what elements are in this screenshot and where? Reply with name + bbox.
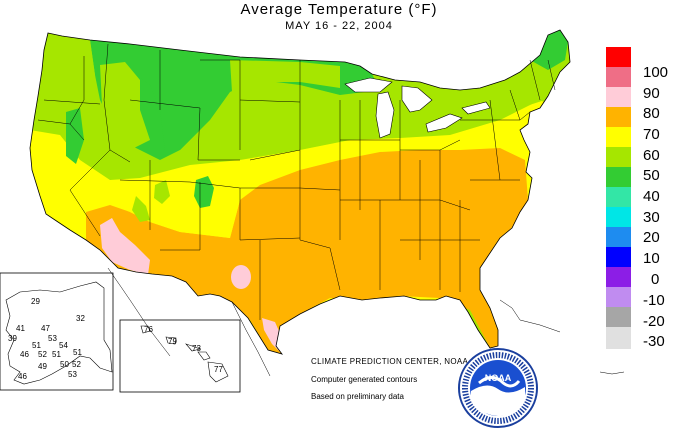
legend-swatch bbox=[606, 287, 631, 307]
ak-value: 41 bbox=[16, 324, 25, 333]
great-lakes bbox=[344, 77, 491, 139]
ak-value: 49 bbox=[38, 362, 47, 371]
legend-label: 50 bbox=[643, 167, 660, 184]
us-outline bbox=[29, 29, 571, 355]
ak-value: 29 bbox=[31, 297, 40, 306]
hi-value: 77 bbox=[214, 365, 223, 374]
legend-swatch bbox=[606, 187, 631, 207]
legend-label: 20 bbox=[643, 229, 660, 246]
ak-value: 46 bbox=[18, 372, 27, 381]
map-title: Average Temperature (°F) bbox=[240, 1, 438, 18]
credit-line-3: Based on preliminary data bbox=[311, 392, 404, 401]
ak-value: 52 bbox=[72, 360, 81, 369]
noaa-logo: NOAA bbox=[458, 348, 538, 428]
neighbor-coastlines bbox=[107, 267, 625, 377]
legend-label: 80 bbox=[643, 105, 660, 122]
hi-value: 79 bbox=[168, 337, 177, 346]
credit-center: CLIMATE PREDICTION CENTER, NOAA bbox=[311, 357, 469, 366]
legend-swatch bbox=[606, 47, 631, 67]
legend-label: 0 bbox=[651, 271, 660, 288]
ak-value: 51 bbox=[52, 350, 61, 359]
legend-swatch bbox=[606, 307, 631, 327]
ak-value: 53 bbox=[68, 370, 77, 379]
alaska-inset bbox=[0, 272, 114, 391]
ak-value: 51 bbox=[32, 341, 41, 350]
legend-label: 100 bbox=[643, 64, 669, 81]
legend-swatch bbox=[606, 167, 631, 187]
hi-value: 76 bbox=[144, 325, 153, 334]
legend-label: 10 bbox=[643, 250, 660, 267]
state-boundaries bbox=[37, 43, 556, 320]
legend-swatch bbox=[606, 267, 631, 287]
legend-label: -30 bbox=[643, 333, 665, 350]
ak-value: 32 bbox=[76, 314, 85, 323]
legend-swatch bbox=[606, 327, 631, 349]
ak-value: 47 bbox=[41, 324, 50, 333]
hawaii-values: 76 79 73 77 bbox=[144, 325, 223, 374]
ak-value: 53 bbox=[48, 334, 57, 343]
alaska-values: 29 32 41 47 53 39 51 54 46 52 51 51 49 5… bbox=[8, 297, 85, 381]
ak-value: 39 bbox=[8, 334, 17, 343]
legend-label: 90 bbox=[643, 85, 660, 102]
legend-swatch bbox=[606, 247, 631, 267]
ak-value: 50 bbox=[60, 360, 69, 369]
legend-label: 70 bbox=[643, 126, 660, 143]
credit-line-2: Computer generated contours bbox=[311, 375, 418, 384]
legend-swatch bbox=[606, 147, 631, 167]
ak-value: 54 bbox=[59, 341, 68, 350]
legend-label: 60 bbox=[643, 147, 660, 164]
ak-value: 52 bbox=[38, 350, 47, 359]
legend-swatch bbox=[606, 207, 631, 227]
legend-swatch bbox=[606, 67, 631, 87]
ak-value: 51 bbox=[73, 348, 82, 357]
hi-value: 73 bbox=[192, 344, 201, 353]
legend-swatch bbox=[606, 87, 631, 107]
legend-label: -10 bbox=[643, 292, 665, 309]
legend-label: 40 bbox=[643, 188, 660, 205]
hawaii-inset bbox=[119, 319, 241, 393]
legend-swatch bbox=[606, 127, 631, 147]
ak-value: 46 bbox=[20, 350, 29, 359]
map-subtitle: MAY 16 - 22, 2004 bbox=[285, 20, 393, 32]
noaa-text: NOAA bbox=[485, 373, 512, 383]
legend-label: 30 bbox=[643, 209, 660, 226]
legend-label: -20 bbox=[643, 313, 665, 330]
legend-swatch bbox=[606, 107, 631, 127]
legend-swatch bbox=[606, 227, 631, 247]
